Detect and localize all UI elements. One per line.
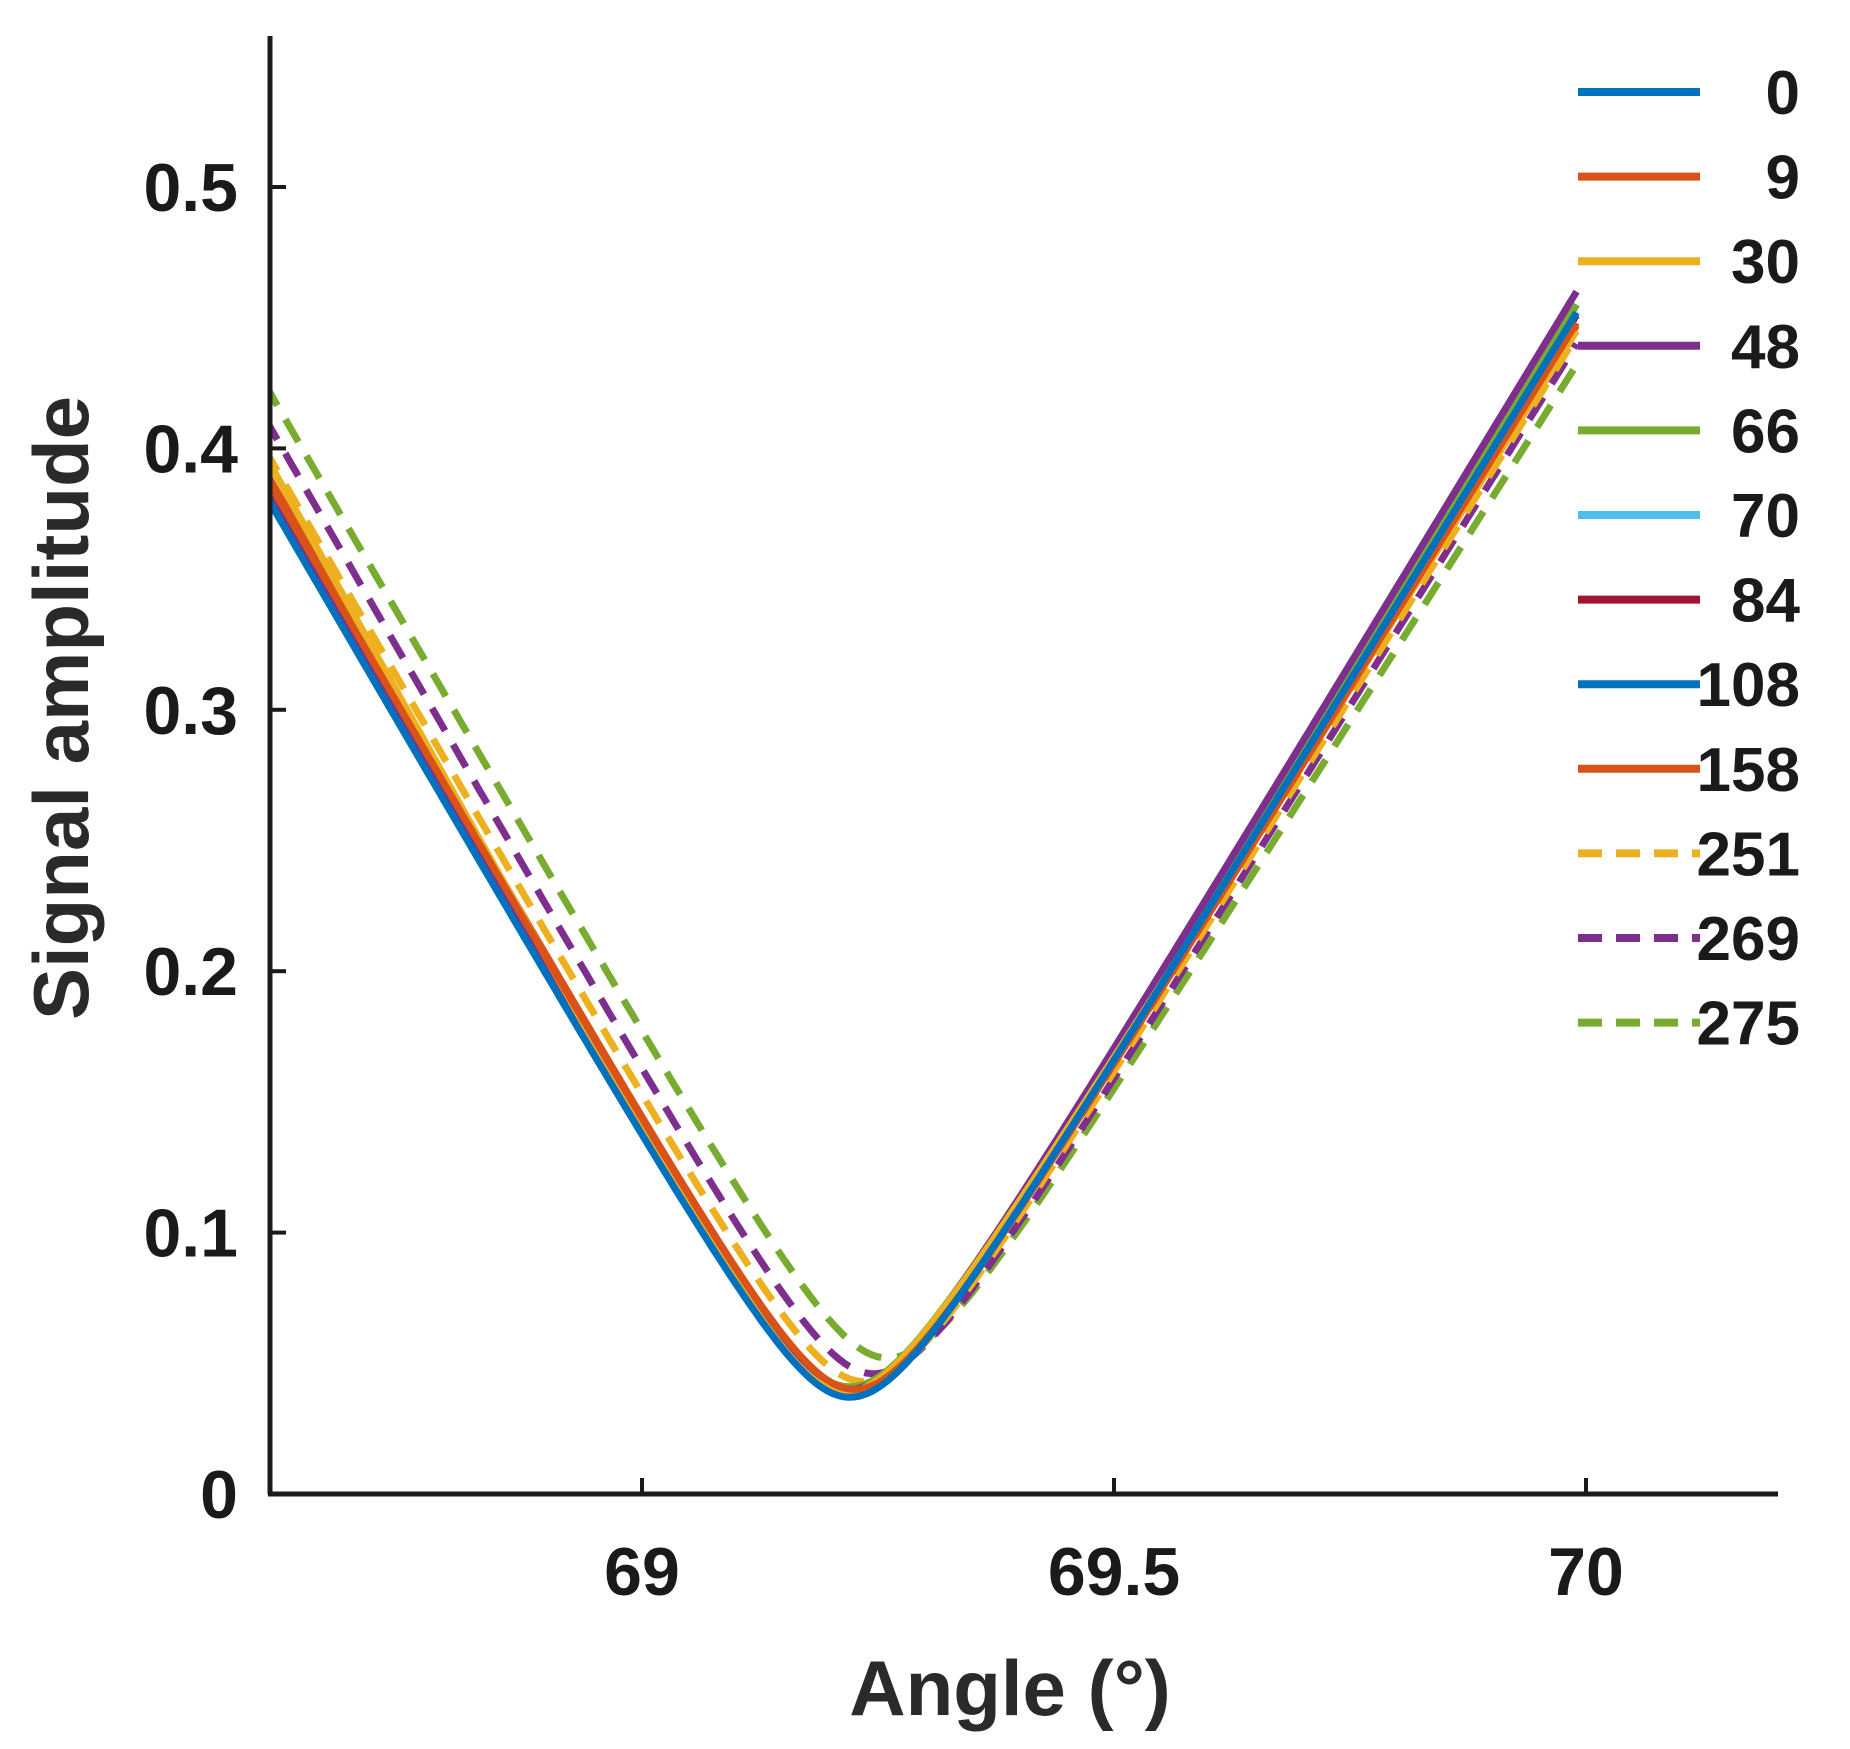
series-line-275 bbox=[272, 362, 1580, 1362]
x-axis-label: Angle (°) bbox=[849, 1644, 1170, 1732]
legend-label: 269 bbox=[1697, 905, 1800, 974]
legend-label: 84 bbox=[1731, 567, 1800, 636]
series-line-30 bbox=[272, 328, 1580, 1396]
series-line-48 bbox=[272, 289, 1580, 1393]
series-line-251 bbox=[272, 334, 1580, 1386]
legend-label: 66 bbox=[1731, 397, 1800, 466]
legend-label: 30 bbox=[1731, 228, 1800, 297]
legend-label: 108 bbox=[1697, 651, 1800, 720]
axes bbox=[267, 36, 1778, 1497]
legend-label: 0 bbox=[1766, 59, 1800, 128]
series-line-9 bbox=[272, 321, 1580, 1393]
x-tick-label: 70 bbox=[1548, 1534, 1624, 1610]
series-line-70 bbox=[272, 310, 1580, 1393]
legend-label: 9 bbox=[1766, 144, 1800, 213]
ticks: 69 69.5 70 0 0.1 0.2 0.3 0.4 0.5 bbox=[143, 150, 1623, 1610]
legend-label: 251 bbox=[1697, 820, 1800, 889]
series-line-269 bbox=[272, 341, 1580, 1378]
legend-label: 48 bbox=[1731, 313, 1800, 382]
series-line-108 bbox=[272, 302, 1580, 1399]
series-line-84 bbox=[272, 313, 1580, 1393]
legend: 0 9 30 48 66 70 84 108 158 251 269 275 bbox=[1578, 59, 1801, 1059]
series-line-66 bbox=[272, 302, 1580, 1391]
legend-label: 275 bbox=[1697, 990, 1800, 1059]
y-tick-label: 0.4 bbox=[143, 411, 238, 487]
legend-label: 158 bbox=[1697, 736, 1800, 805]
legend-label: 70 bbox=[1731, 482, 1800, 551]
x-tick-label: 69 bbox=[604, 1534, 680, 1610]
y-tick-label: 0 bbox=[200, 1457, 238, 1533]
x-tick-label: 69.5 bbox=[1048, 1534, 1180, 1610]
y-tick-label: 0.2 bbox=[143, 934, 238, 1010]
series-line-0 bbox=[272, 310, 1580, 1401]
y-tick-label: 0.5 bbox=[143, 150, 238, 226]
y-tick-label: 0.3 bbox=[143, 673, 238, 749]
series-line-158 bbox=[272, 323, 1580, 1393]
y-tick-label: 0.1 bbox=[143, 1196, 238, 1272]
series-lines bbox=[272, 289, 1580, 1401]
y-axis-label: Signal amplitude bbox=[17, 396, 105, 1020]
